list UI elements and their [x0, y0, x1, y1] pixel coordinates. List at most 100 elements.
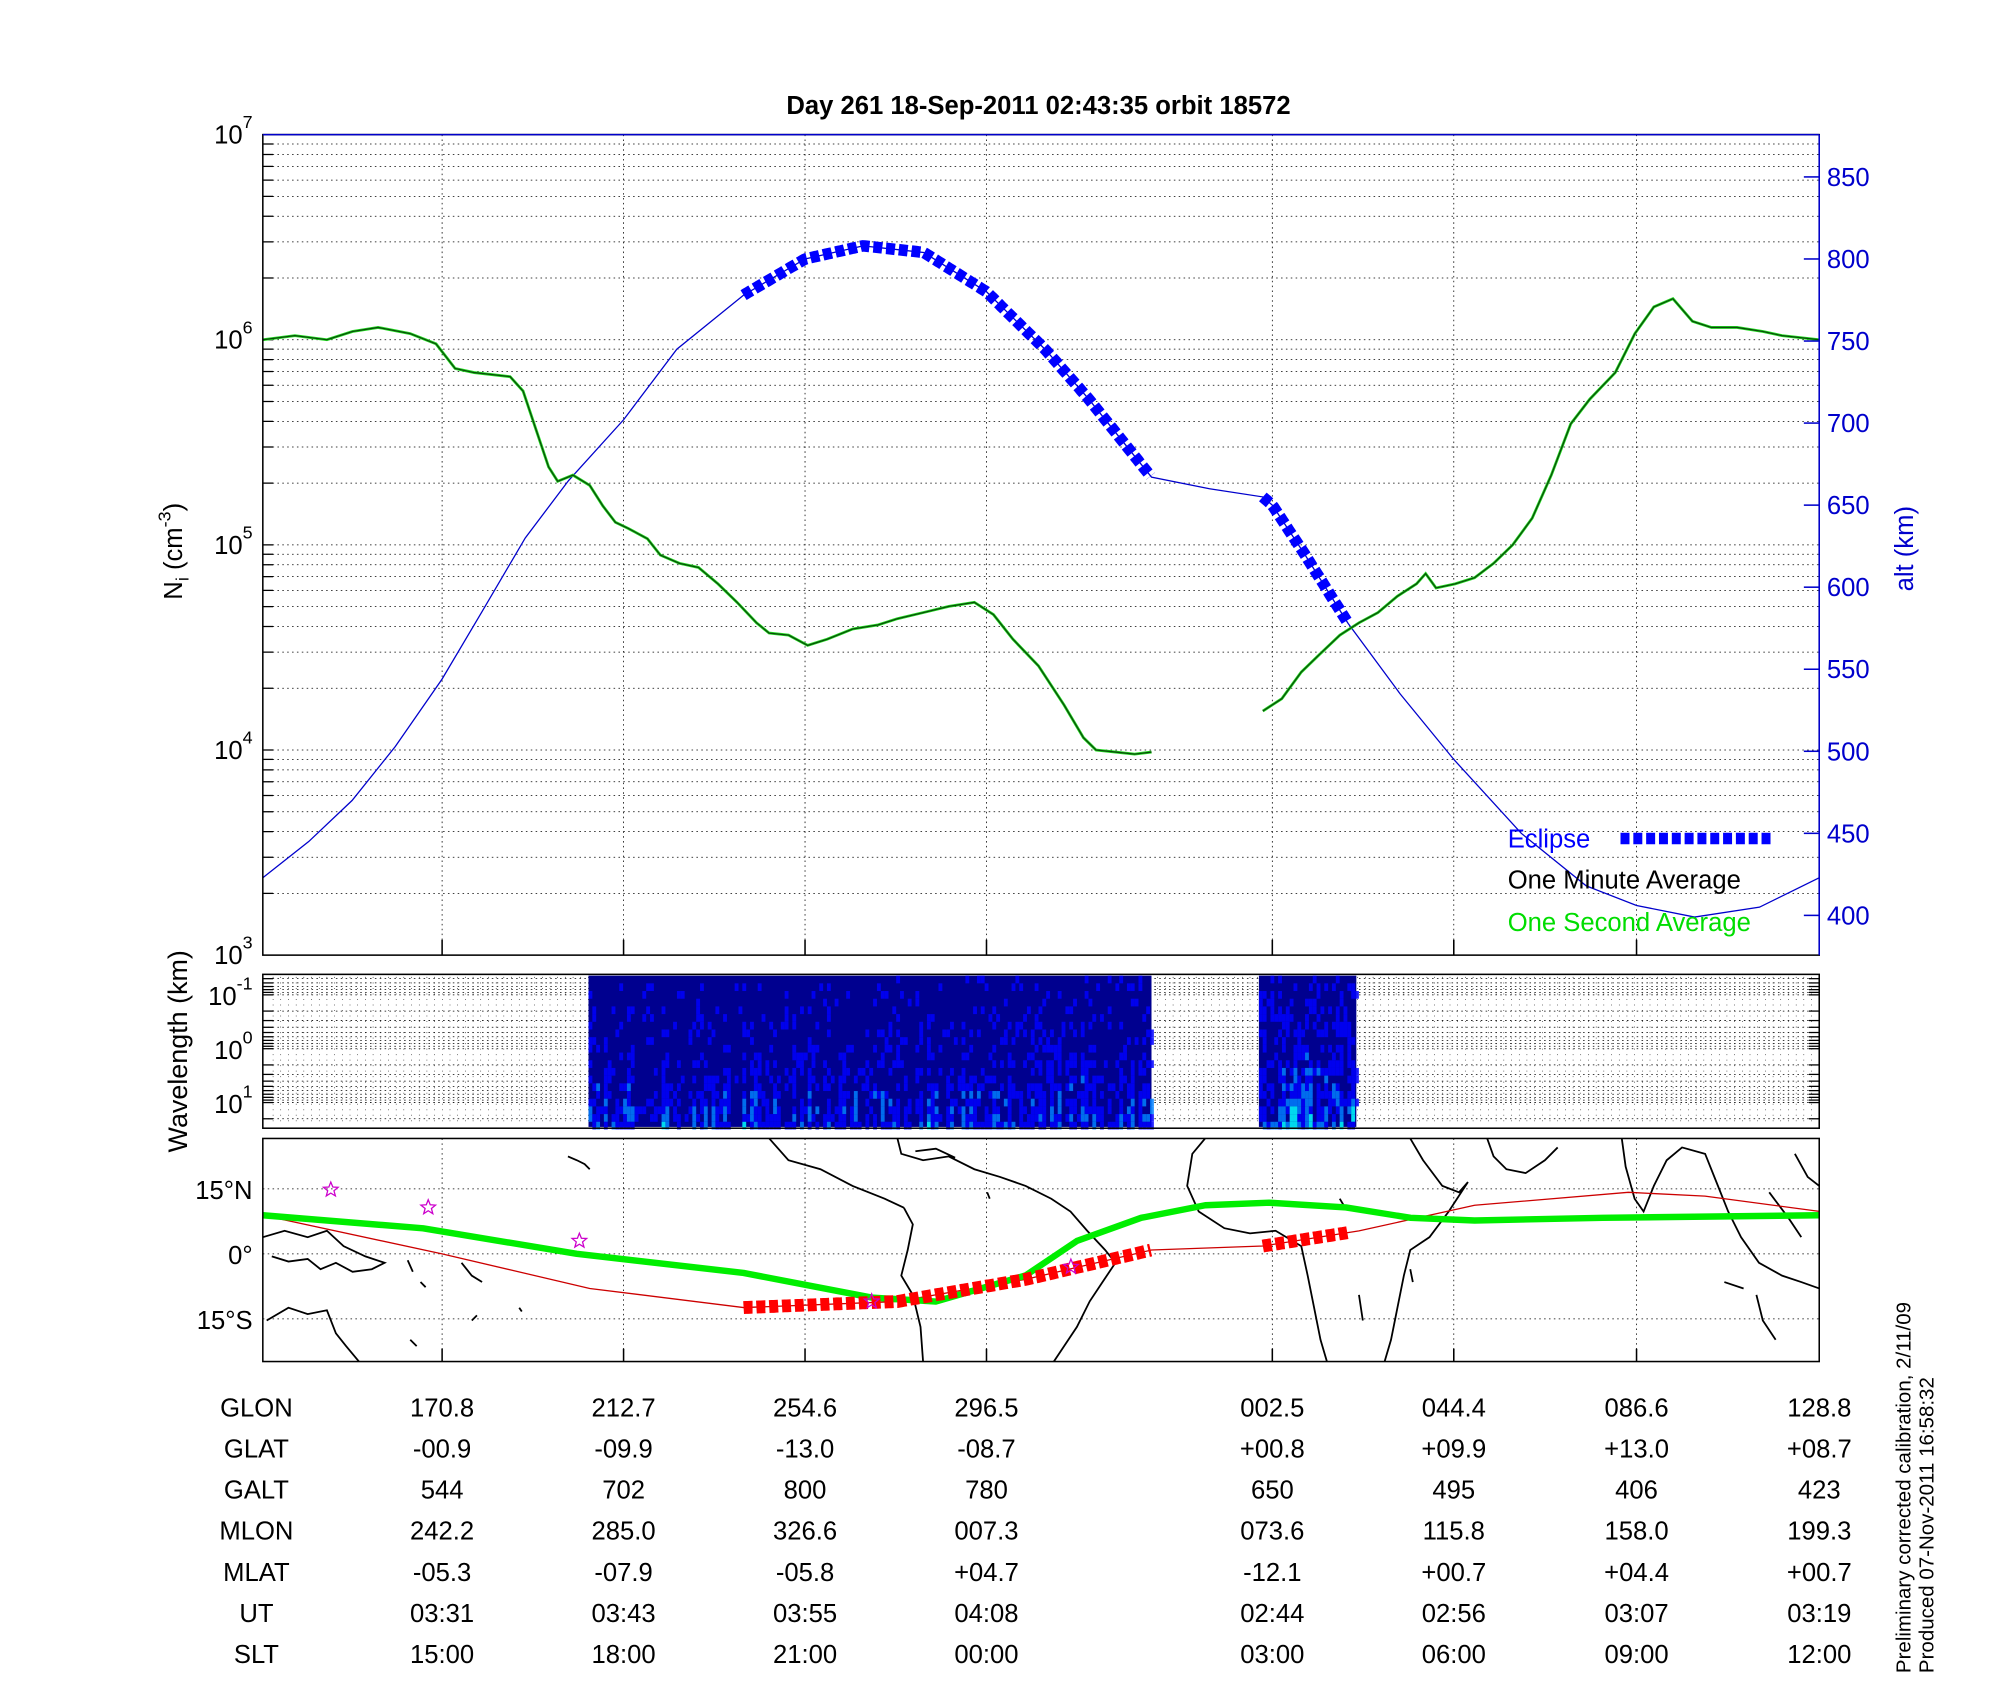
spectrogram-cell — [680, 991, 685, 999]
spectrogram-cell — [619, 983, 624, 992]
table-row-label: MLON — [219, 1518, 293, 1546]
spectrogram-cell — [742, 1114, 747, 1122]
spectrogram-cell — [811, 1044, 816, 1053]
spectrogram-cell — [784, 1006, 789, 1015]
spectrogram-cell — [1103, 1060, 1108, 1068]
spectrogram-cell — [969, 1106, 974, 1115]
spectrogram-cell — [696, 1091, 701, 1099]
spectrogram-cell — [1278, 1075, 1282, 1084]
spectrogram-cell — [1138, 975, 1143, 984]
spectrogram-cell — [1343, 1098, 1348, 1107]
spectrogram-cell — [953, 1098, 958, 1107]
spectrogram-cell — [865, 1114, 870, 1122]
spectrogram-cell — [1301, 1098, 1306, 1107]
spectrogram-cell — [1281, 1106, 1286, 1115]
spectrogram-cell — [826, 1083, 831, 1092]
spectrogram-cell — [807, 1067, 812, 1076]
spectrogram-cell — [1285, 1029, 1290, 1038]
spectrogram-cell — [1088, 1060, 1093, 1068]
spectrogram-cell — [915, 1075, 920, 1084]
spectrogram-cell — [1297, 1021, 1302, 1030]
spectrogram-cell — [665, 1114, 670, 1122]
spectrogram-cell — [676, 1098, 681, 1107]
spectrogram-cell — [826, 1029, 831, 1038]
spectrogram-cell — [784, 1067, 789, 1076]
spectrogram-cell — [1100, 1091, 1104, 1099]
spectrogram-cell — [1281, 1044, 1286, 1053]
spectrogram-cell — [615, 1121, 620, 1130]
spectrogram-cell — [1316, 1029, 1321, 1038]
spectrogram-cell — [750, 1114, 754, 1122]
spectrogram-cell — [1130, 1083, 1135, 1092]
spectrogram-cell — [807, 1091, 812, 1099]
spectrogram-cell — [969, 1091, 974, 1099]
spectrogram-cell — [1015, 975, 1020, 984]
spectrogram-cell — [1046, 991, 1051, 999]
spectrogram-cell — [1057, 1114, 1062, 1122]
spectrogram-cell — [996, 1106, 1001, 1115]
spectrogram-cell — [1069, 1075, 1074, 1084]
spectrogram-cell — [603, 1044, 608, 1053]
spectrogram-cell — [926, 1083, 931, 1092]
table-cell: +00.8 — [1240, 1436, 1305, 1464]
spectrogram-cell — [1324, 1021, 1329, 1030]
spectrogram-cell — [626, 1091, 631, 1099]
spectrogram-cell — [1339, 1044, 1344, 1053]
y-tick-label: 104 — [214, 728, 253, 765]
spectrogram-cell — [603, 1075, 608, 1084]
spectrogram-cell — [1305, 1091, 1309, 1099]
spectrogram-cell — [1293, 1075, 1298, 1084]
spectrogram-cell — [1285, 1021, 1290, 1030]
spectrogram-cell — [1088, 1106, 1093, 1115]
spectrogram-cell — [626, 1106, 631, 1115]
spectrogram-cell — [1312, 975, 1317, 984]
spectrogram-cell — [961, 1114, 966, 1122]
spectrogram-cell — [1308, 1091, 1313, 1099]
spectrogram-cell — [876, 1060, 881, 1068]
spectrogram-cell — [1312, 1021, 1317, 1030]
spectrogram-cell — [1266, 1098, 1271, 1107]
spectrogram-cell — [676, 1083, 681, 1092]
spectrogram-cell — [1046, 1037, 1051, 1045]
spectrogram-cell — [1270, 1091, 1275, 1099]
spectrogram-cell — [1084, 1121, 1089, 1130]
spectrogram-cell — [742, 1052, 747, 1061]
spectrogram-cell — [1073, 1052, 1077, 1061]
table-cell: 18:00 — [592, 1641, 656, 1669]
spectrogram-cell — [1042, 1098, 1047, 1107]
spectrogram-cell — [1270, 975, 1275, 984]
spectrogram-cell — [800, 1106, 804, 1115]
spectrogram-cell — [1351, 991, 1356, 999]
y2-tick-label: 600 — [1827, 574, 1870, 602]
table-row-label: GLAT — [224, 1436, 289, 1464]
spectrogram-cell — [723, 1044, 727, 1053]
spectrogram-cell — [1030, 1114, 1035, 1122]
spectrogram-cell — [873, 998, 877, 1007]
spectrogram-cell — [1328, 1098, 1332, 1107]
spectrogram-cell — [1026, 1083, 1031, 1092]
spectrogram-cell — [1351, 1091, 1356, 1099]
satellite-track-line — [262, 1199, 1820, 1305]
spectrogram-cell — [1053, 1121, 1058, 1130]
spectrogram-cell — [596, 1106, 601, 1115]
spectrogram-cell — [661, 1098, 666, 1107]
spectrogram-cell — [784, 1083, 789, 1092]
spectrogram-cell — [1316, 1067, 1321, 1076]
spectrogram-cell — [1150, 1029, 1154, 1038]
spectrogram-cell — [826, 1098, 831, 1107]
spectrogram-cell — [750, 1106, 754, 1115]
spectrogram-cell — [1258, 1006, 1263, 1015]
legend-one-second-label: One Second Average — [1508, 909, 1751, 937]
spectrogram-cell — [650, 1037, 654, 1045]
spectrogram-cell — [896, 1044, 901, 1053]
spectrogram-cell — [1019, 1021, 1024, 1030]
spectrogram-cell — [846, 1067, 851, 1076]
spectrogram-cell — [1289, 1114, 1294, 1122]
spectrogram-cell — [1331, 1114, 1336, 1122]
table-cell: 296.5 — [954, 1395, 1018, 1423]
spectrogram-cell — [873, 1044, 877, 1053]
spectrogram-cell — [1088, 1083, 1093, 1092]
spectrogram-cell — [903, 1106, 908, 1115]
spectrogram-cell — [623, 1098, 627, 1107]
spectrogram-cell — [1316, 1091, 1321, 1099]
